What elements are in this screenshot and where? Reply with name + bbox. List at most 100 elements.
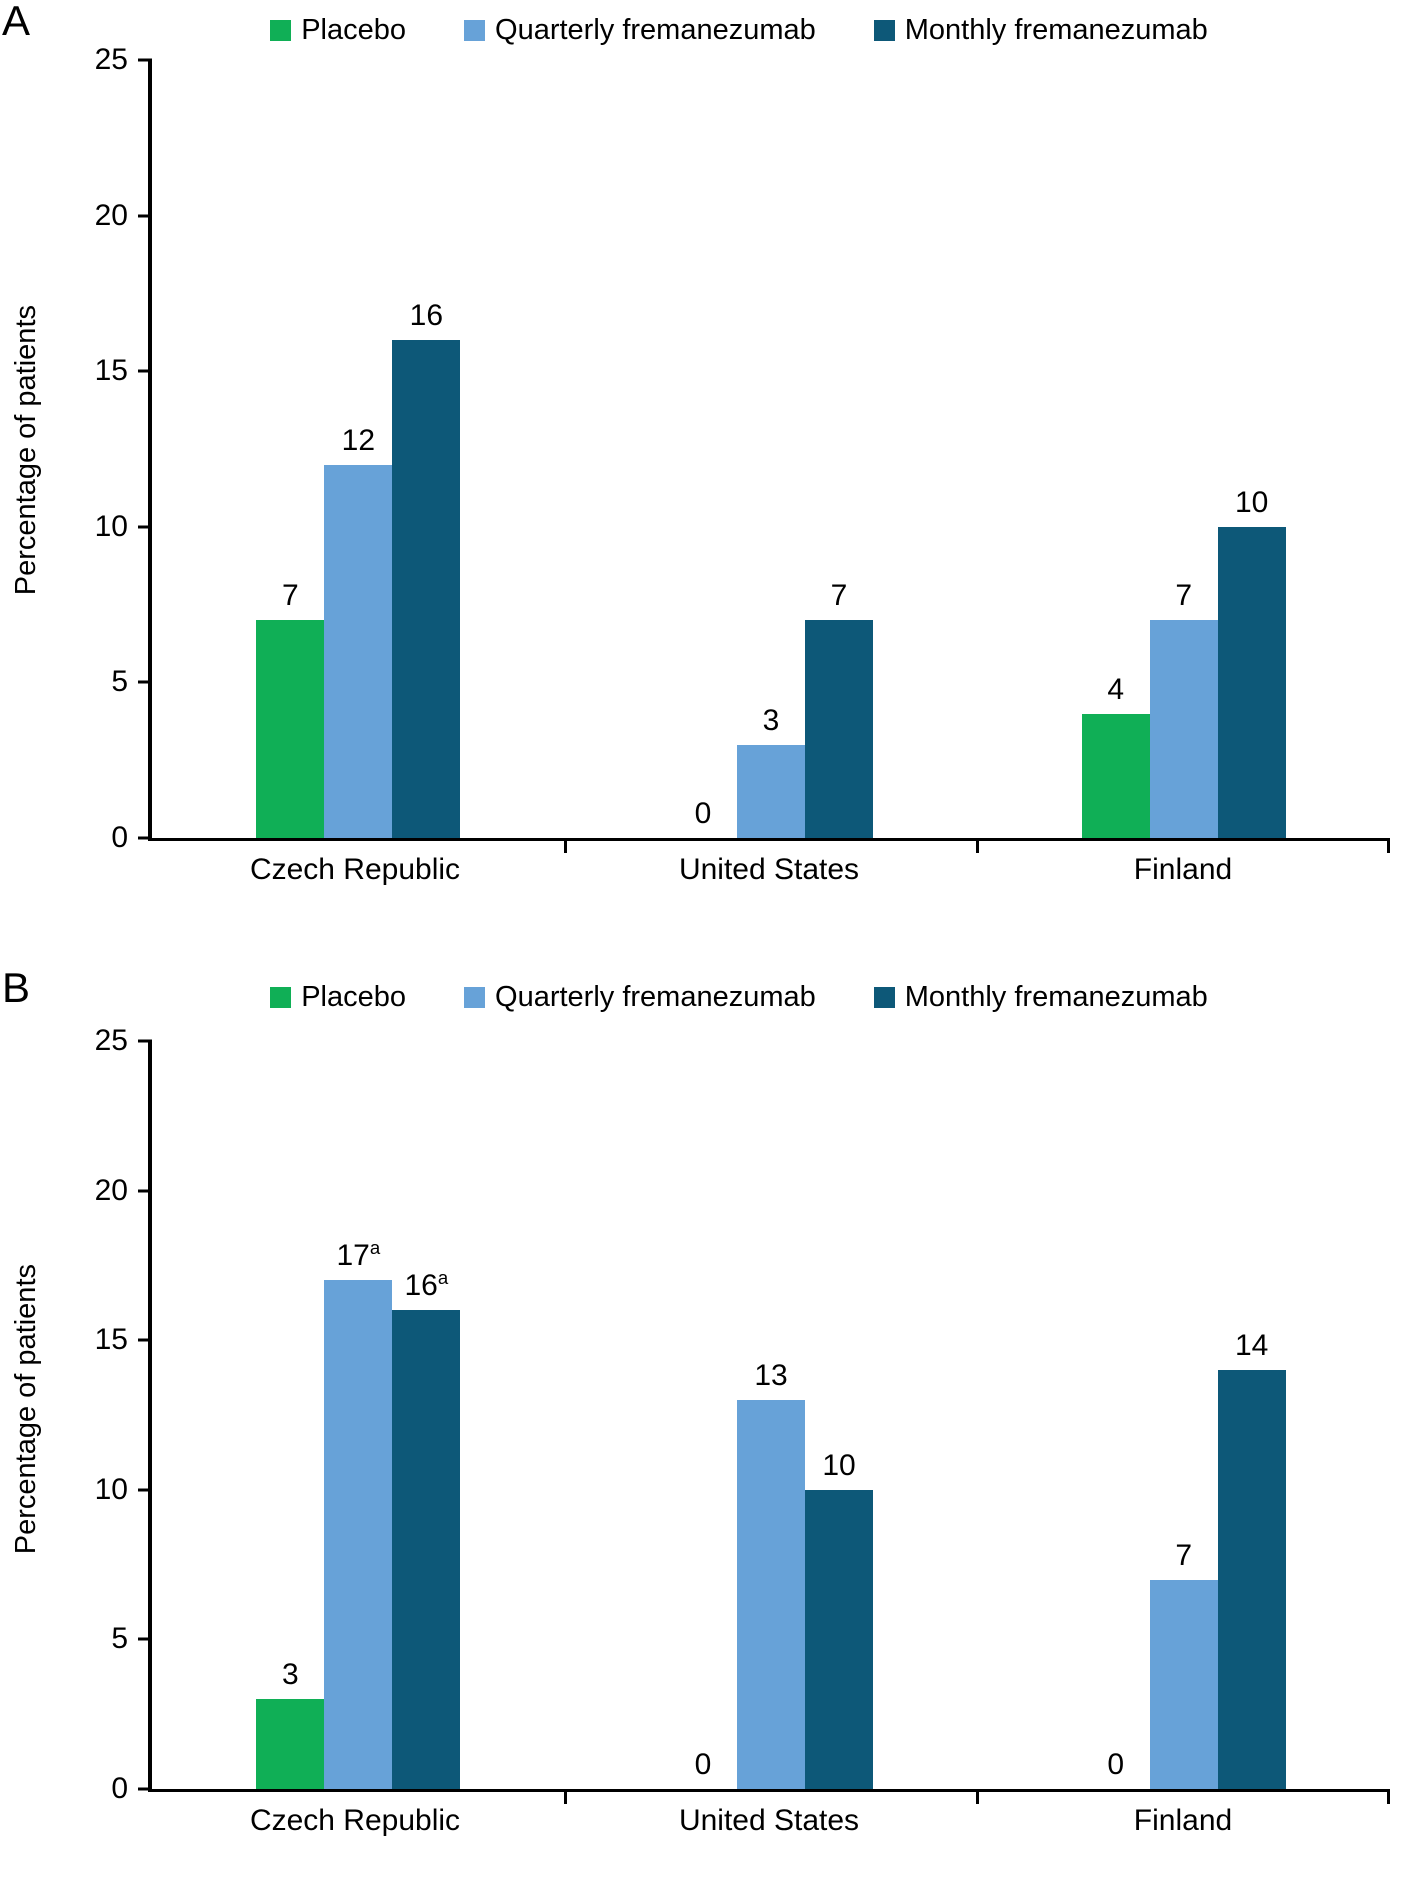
y-tick-label: 5 bbox=[111, 1622, 128, 1656]
bar-value-label: 7 bbox=[281, 579, 299, 613]
plot-area: 25 20 15 10 5 0 3 17a 16a 0 13 10 0 7 14 bbox=[95, 1026, 1390, 1804]
y-tick-mark bbox=[138, 836, 152, 840]
chart-area: Percentage of patients 25 20 15 10 5 0 7 12 16 0 3… bbox=[0, 45, 1418, 853]
x-axis-tick-mark bbox=[563, 838, 567, 853]
bar-monthly-fremanezumab-finland: 10 bbox=[1217, 487, 1286, 838]
panel-a-label: A bbox=[2, 0, 31, 44]
bar-value-label: 0 bbox=[694, 797, 712, 830]
bar-value-label: 7 bbox=[830, 579, 848, 613]
bar-group-united-states: 0 3 7 bbox=[565, 60, 978, 838]
bar-value-label: 7 bbox=[1175, 579, 1193, 613]
panel-a: A Placebo Quarterly fremanezumab Monthly f… bbox=[0, 0, 1418, 887]
chart-area: Percentage of patients 25 20 15 10 5 0 3 17a 16a… bbox=[0, 1026, 1418, 1804]
legend: Placebo Quarterly fremanezumab Monthly fre… bbox=[0, 8, 1418, 52]
y-tick-mark bbox=[138, 1039, 152, 1043]
x-category-label-finland: Finland bbox=[1133, 1804, 1233, 1837]
bar-monthly-fremanezumab-czech-republic: 16a bbox=[392, 1268, 461, 1789]
y-tick-mark bbox=[138, 214, 152, 218]
y-tick-mark bbox=[138, 1189, 152, 1193]
x-category-label-united-states: United States bbox=[678, 1804, 860, 1837]
bar-group-finland: 0 7 14 bbox=[977, 1041, 1390, 1789]
legend-swatch-icon bbox=[270, 986, 292, 1008]
bar-value-label: 14 bbox=[1234, 1329, 1269, 1363]
y-tick-mark bbox=[138, 58, 152, 62]
bar-value-label: 3 bbox=[762, 703, 780, 737]
y-tick-label: 0 bbox=[111, 821, 128, 854]
bar-group-finland: 4 7 10 bbox=[977, 60, 1390, 838]
bar-value-label: 4 bbox=[1107, 672, 1125, 706]
bar-group-czech-republic: 3 17a 16a bbox=[152, 1041, 565, 1789]
bar-monthly-fremanezumab-czech-republic: 16 bbox=[392, 301, 461, 838]
y-tick-label: 25 bbox=[94, 43, 128, 76]
x-axis-tick-mark bbox=[1387, 1789, 1390, 1804]
bar-value-label: 13 bbox=[754, 1359, 788, 1393]
bar-value-label: 10 bbox=[1234, 485, 1269, 519]
y-tick-label: 0 bbox=[111, 1772, 128, 1805]
y-tick-label: 5 bbox=[111, 665, 128, 699]
bar-quarterly-fremanezumab-czech-republic: 12 bbox=[324, 425, 393, 838]
bar-group-united-states: 0 13 10 bbox=[565, 1041, 978, 1789]
y-axis-title: Percentage of patients bbox=[9, 305, 42, 596]
value-label-superscript: a bbox=[369, 1237, 381, 1259]
y-tick-label: 15 bbox=[94, 354, 128, 388]
bar-value-label: 0 bbox=[694, 1748, 712, 1781]
y-tick-mark bbox=[138, 1637, 152, 1641]
legend-item-monthly-fremanezumab: Monthly fremanezumab bbox=[873, 980, 1208, 1014]
y-tick-label: 10 bbox=[94, 1472, 128, 1506]
bar-quarterly-fremanezumab-finland: 7 bbox=[1149, 1540, 1218, 1789]
x-axis-category-labels: Czech Republic United States Finland bbox=[148, 853, 1390, 887]
x-category-label-united-states: United States bbox=[678, 853, 860, 886]
legend-item-quarterly-fremanezumab: Quarterly fremanezumab bbox=[464, 14, 816, 47]
x-category-label-czech-republic: Czech Republic bbox=[249, 1804, 461, 1837]
bar-placebo-czech-republic: 3 bbox=[256, 1660, 325, 1789]
y-tick-label: 25 bbox=[94, 1024, 128, 1057]
y-axis-title-column: Percentage of patients bbox=[0, 60, 52, 841]
plot-area: 25 20 15 10 5 0 7 12 16 0 3 7 4 7 10 bbox=[95, 45, 1390, 853]
bar-value-label: 7 bbox=[1175, 1538, 1193, 1572]
y-tick-mark bbox=[138, 369, 152, 373]
x-category-label-finland: Finland bbox=[1133, 853, 1233, 886]
bar-quarterly-fremanezumab-czech-republic: 17a bbox=[324, 1239, 393, 1789]
bar-value-label: 0 bbox=[1107, 1748, 1125, 1781]
value-label-superscript: a bbox=[437, 1267, 449, 1289]
y-tick-mark bbox=[138, 1338, 152, 1342]
x-category-label-czech-republic: Czech Republic bbox=[249, 853, 461, 886]
y-tick-label: 15 bbox=[94, 1323, 128, 1357]
y-tick-mark bbox=[138, 1488, 152, 1492]
y-axis-title-column: Percentage of patients bbox=[0, 1027, 52, 1792]
bar-value-label: 16 bbox=[409, 299, 444, 333]
legend-item-placebo: Placebo bbox=[270, 981, 406, 1014]
legend-swatch-icon bbox=[873, 986, 895, 1008]
legend-label: Monthly fremanezumab bbox=[904, 980, 1208, 1013]
bar-quarterly-fremanezumab-united-states: 13 bbox=[737, 1361, 805, 1789]
x-axis-category-labels: Czech Republic United States Finland bbox=[148, 1804, 1390, 1838]
y-tick-mark bbox=[138, 1787, 152, 1791]
legend-label: Quarterly fremanezumab bbox=[495, 980, 816, 1013]
y-tick-label: 10 bbox=[94, 509, 128, 543]
bar-placebo-finland: 4 bbox=[1081, 674, 1150, 838]
bar-groups: 7 12 16 0 3 7 4 7 10 bbox=[152, 60, 1390, 838]
bar-group-czech-republic: 7 12 16 bbox=[152, 60, 565, 838]
y-tick-mark bbox=[138, 680, 152, 684]
bar-value-label: 10 bbox=[822, 1448, 856, 1482]
bar-groups: 3 17a 16a 0 13 10 0 7 14 bbox=[152, 1041, 1390, 1789]
legend-item-quarterly-fremanezumab: Quarterly fremanezumab bbox=[464, 981, 816, 1014]
panel-b-label: B bbox=[2, 964, 31, 1011]
x-axis-tick-mark bbox=[976, 838, 980, 853]
legend-item-monthly-fremanezumab: Monthly fremanezumab bbox=[873, 14, 1208, 47]
legend: Placebo Quarterly fremanezumab Monthly fre… bbox=[0, 975, 1418, 1019]
figure: A Placebo Quarterly fremanezumab Monthly f… bbox=[0, 0, 1418, 1838]
legend-swatch-icon bbox=[270, 19, 292, 41]
bar-quarterly-fremanezumab-finland: 7 bbox=[1149, 581, 1218, 838]
x-axis-tick-mark bbox=[1387, 838, 1390, 853]
y-axis-title: Percentage of patients bbox=[9, 1264, 42, 1555]
bar-monthly-fremanezumab-united-states: 7 bbox=[805, 581, 873, 838]
bar-value-label: 17a bbox=[336, 1237, 381, 1273]
bar-value-label: 16a bbox=[404, 1267, 449, 1303]
bar-value-label: 12 bbox=[341, 423, 376, 457]
y-tick-mark bbox=[138, 525, 152, 529]
legend-item-placebo: Placebo bbox=[270, 14, 406, 47]
bar-quarterly-fremanezumab-united-states: 3 bbox=[737, 705, 805, 838]
legend-swatch-icon bbox=[464, 986, 486, 1008]
legend-label: Quarterly fremanezumab bbox=[495, 13, 816, 46]
